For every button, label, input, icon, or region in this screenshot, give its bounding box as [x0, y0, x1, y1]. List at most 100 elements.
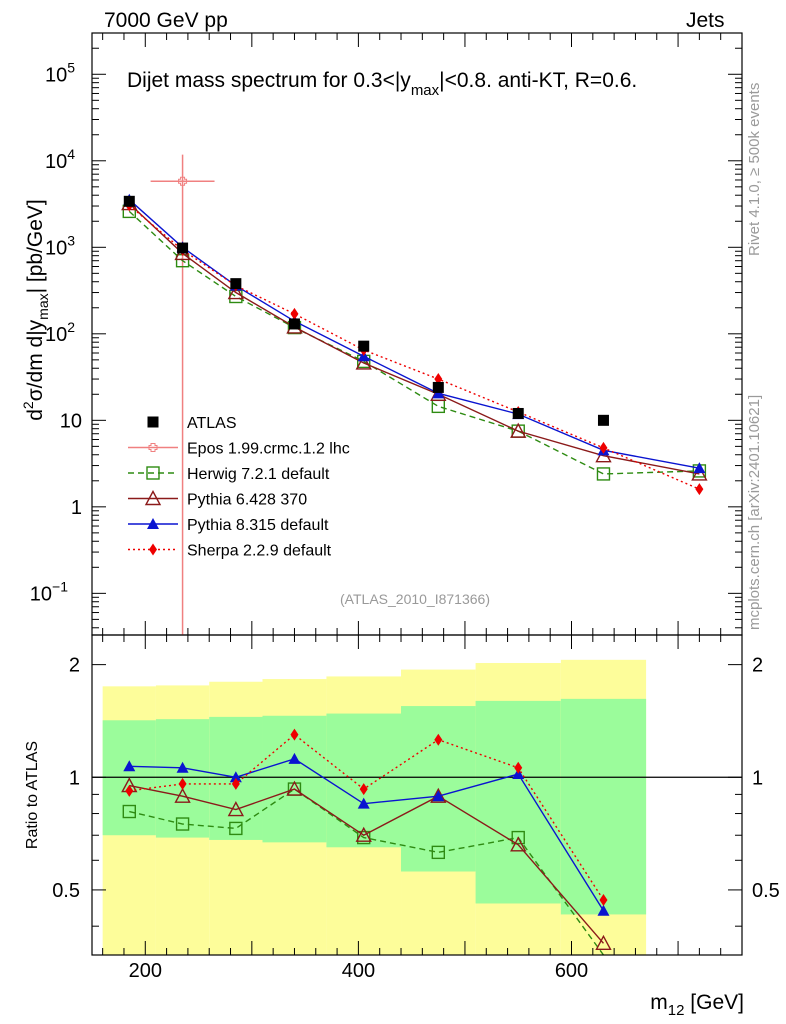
herwig-series — [128, 210, 700, 475]
legend-marker-epos — [148, 443, 158, 452]
ratio-pythia8-point — [432, 790, 445, 802]
main-y-ticks — [92, 32, 743, 635]
y-tick-label: 103 — [45, 232, 75, 259]
ratio-herwig-point — [229, 821, 243, 836]
ratio-pythia8-point — [123, 760, 136, 772]
sherpa-point — [695, 483, 704, 496]
y-tick-label: 102 — [45, 319, 75, 346]
x-tick-label: 600 — [555, 960, 588, 982]
ratio-sherpa-point — [434, 733, 443, 746]
ratio-sherpa-point — [178, 777, 187, 790]
ratio-sherpa-series — [129, 733, 605, 901]
ratio-pythia8-point — [229, 771, 242, 783]
ratio-plot-frame — [91, 634, 743, 956]
pythia6-point — [691, 465, 708, 481]
pythia6-point — [510, 422, 527, 438]
ratio-y-tick-label-right: 2 — [752, 655, 763, 677]
y-tick-label: 105 — [45, 59, 75, 86]
atlas-point — [177, 242, 189, 254]
legend: ATLAS Epos 1.99.crmc.1.2 lhc Herwig 7.2.1 … — [128, 415, 350, 560]
ratio-pythia8-point — [357, 797, 370, 809]
ratio-pythia6-point — [286, 780, 303, 796]
main-y-axis-label: d2σ/dm d|ymax| [pb/GeV] — [20, 199, 51, 421]
ratio-sherpa-point — [125, 784, 134, 797]
herwig-point — [431, 399, 446, 414]
ratio-sherpa-point — [231, 777, 240, 790]
legend-label-herwig: Herwig 7.2.1 default — [187, 466, 330, 483]
ratio-sherpa-point — [359, 783, 368, 796]
ratio-herwig-series — [129, 788, 605, 956]
header-left: 7000 GeV pp — [104, 9, 228, 32]
ratio-pythia6-series — [129, 784, 605, 944]
ratio-pythia6-point — [595, 934, 612, 951]
header-right: Jets — [686, 9, 725, 32]
x-tick-label: 200 — [129, 960, 162, 982]
ratio-herwig-point — [431, 845, 446, 860]
ratio-sherpa-point — [599, 893, 608, 906]
ratio-sherpa-line — [129, 733, 605, 901]
legend-label-pythia8: Pythia 8.315 default — [187, 517, 329, 534]
x-axis-label: m12 [GeV] — [650, 991, 744, 1019]
legend-marker-pythia8 — [147, 518, 159, 529]
y-tick-label: 104 — [45, 146, 75, 173]
ratio-herwig-point — [357, 830, 371, 845]
analysis-id: (ATLAS_2010_I871366) — [340, 591, 490, 607]
legend-label-sherpa: Sherpa 2.2.9 default — [187, 543, 332, 560]
legend-label-epos: Epos 1.99.crmc.1.2 lhc — [187, 441, 350, 458]
epos-series — [150, 154, 215, 635]
legend-marker-atlas — [147, 416, 159, 428]
ratio-y-tick-label-left: 2 — [69, 655, 80, 677]
x-tick-label: 400 — [342, 960, 375, 982]
main-plot-title: Dijet mass spectrum for 0.3<|ymax|<0.8. … — [127, 69, 637, 99]
ratio-pythia6-line — [129, 784, 605, 944]
ratio-pythia8-line — [129, 758, 605, 912]
ratio-pythia8-point — [176, 761, 189, 773]
ratio-herwig-line — [129, 788, 605, 956]
ratio-y-tick-label-right: 1 — [752, 767, 763, 789]
ratio-pythia6-point — [227, 801, 245, 817]
sherpa-point — [290, 307, 299, 320]
ratio-y-axis-label: Ratio to ATLAS — [24, 741, 41, 849]
herwig-point — [596, 467, 611, 481]
ratio-herwig-point — [122, 804, 136, 819]
inner-band-7 — [560, 698, 647, 915]
legend-marker-pythia6 — [144, 490, 162, 506]
ratio-y-tick-label-left: 1 — [69, 767, 80, 789]
ratio-ticks — [92, 635, 743, 955]
ratio-pythia8-point — [288, 752, 301, 764]
ratio-y-tick-label-right: 0.5 — [752, 880, 780, 902]
atlas-point — [512, 407, 524, 419]
atlas-point — [432, 381, 444, 393]
ratio-sherpa-point — [290, 728, 299, 741]
pythia6-point — [355, 354, 372, 370]
atlas-point — [288, 318, 300, 330]
ratio-sherpa-point — [514, 761, 523, 774]
inner-band-6 — [475, 700, 561, 904]
sherpa-point — [599, 441, 608, 454]
atlas-point — [123, 195, 135, 207]
epos-point — [178, 176, 188, 186]
ratio-pythia8-point — [597, 904, 610, 916]
legend-label-atlas: ATLAS — [187, 415, 237, 432]
y-tick-label: 1 — [71, 497, 82, 519]
herwig-line — [128, 210, 700, 475]
ratio-pythia6-point — [510, 836, 527, 852]
pythia6-line — [128, 203, 700, 475]
atlas-point — [230, 278, 242, 290]
pythia8-point — [693, 462, 706, 474]
pythia6-point — [227, 284, 245, 300]
inner-band-4 — [326, 713, 402, 848]
ratio-herwig-point — [511, 830, 525, 845]
ratio-y-tick-label-left: 0.5 — [52, 880, 80, 902]
ratio-pythia8-series — [129, 758, 605, 912]
pythia6-series — [128, 203, 700, 475]
legend-marker-herwig — [146, 466, 160, 480]
atlas-point — [358, 340, 370, 352]
ratio-pythia6-point — [355, 826, 372, 842]
ratio-pythia6-point — [174, 787, 191, 803]
y-tick-label: 10 — [60, 410, 82, 432]
y-tick-label: 10−1 — [30, 578, 68, 605]
legend-label-pythia6: Pythia 6.428 370 — [187, 492, 307, 509]
atlas-point — [597, 414, 609, 426]
